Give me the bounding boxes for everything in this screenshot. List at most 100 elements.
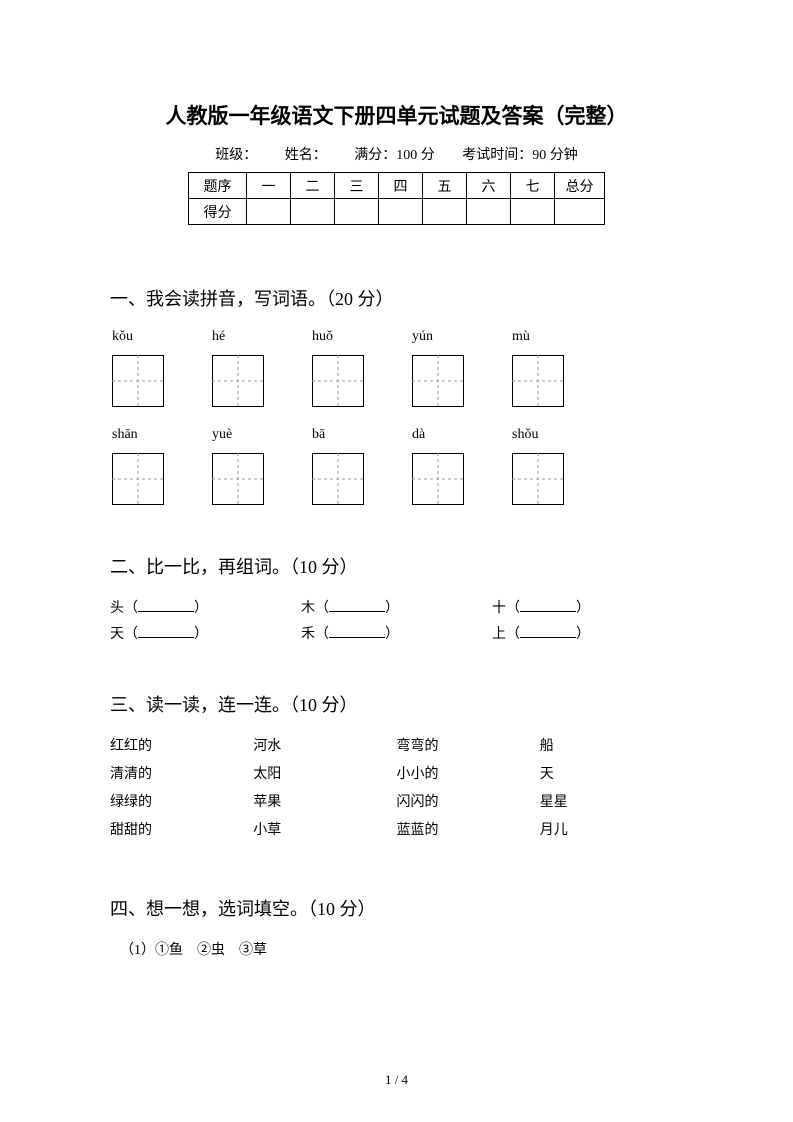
- blank: [329, 598, 385, 612]
- blank: [520, 598, 576, 612]
- score-table-header-row: 题序 一 二 三 四 五 六 七 总分: [189, 173, 605, 199]
- score-table: 题序 一 二 三 四 五 六 七 总分 得分: [188, 172, 605, 225]
- match-right: 弯弯的 小小的 闪闪的 蓝蓝的 船 天 星星 月儿: [397, 735, 684, 847]
- document-title: 人教版一年级语文下册四单元试题及答案（完整）: [110, 100, 683, 130]
- match-item: 小草: [253, 819, 396, 839]
- pinyin: bā: [312, 427, 364, 443]
- pair-line: 头（） 木（） 十（）: [110, 597, 683, 617]
- blank: [520, 624, 576, 638]
- section-3-heading: 三、读一读，连一连。（10 分）: [110, 691, 683, 717]
- match-item: 弯弯的: [397, 735, 540, 755]
- match-left: 红红的 清清的 绿绿的 甜甜的 河水 太阳 苹果 小草: [110, 735, 397, 847]
- tianzige-box: [312, 355, 364, 407]
- col-5: 五: [423, 173, 467, 199]
- pair-cell: 木（）: [301, 597, 492, 617]
- match-right-a: 弯弯的 小小的 闪闪的 蓝蓝的: [397, 735, 540, 847]
- pinyin: huǒ: [312, 329, 364, 345]
- match-item: 河水: [253, 735, 396, 755]
- section-2: 二、比一比，再组词。（10 分） 头（） 木（） 十（） 天（） 禾（） 上（）: [110, 553, 683, 643]
- pair-cell: 十（）: [492, 597, 683, 617]
- col-3: 三: [335, 173, 379, 199]
- full-score: 满分：100 分: [354, 148, 435, 163]
- row2-label: 得分: [189, 199, 247, 225]
- page-number: 1 / 4: [0, 1072, 793, 1088]
- match-item: 太阳: [253, 763, 396, 783]
- match-item: 红红的: [110, 735, 253, 755]
- score-cell: [335, 199, 379, 225]
- blank: [138, 624, 194, 638]
- section-4-heading: 四、想一想，选词填空。（10 分）: [110, 895, 683, 921]
- score-cell: [467, 199, 511, 225]
- pinyin: kǒu: [112, 329, 164, 345]
- pinyin: dà: [412, 427, 464, 443]
- total-label: 总分: [555, 173, 605, 199]
- char: 十: [492, 601, 506, 616]
- match-wrap: 红红的 清清的 绿绿的 甜甜的 河水 太阳 苹果 小草 弯弯的 小小的 闪闪的: [110, 735, 683, 847]
- score-cell: [247, 199, 291, 225]
- char: 木: [301, 601, 315, 616]
- char: 禾: [301, 627, 315, 642]
- col-6: 六: [467, 173, 511, 199]
- pair-cell: 禾（）: [301, 623, 492, 643]
- tianzige-box: [512, 453, 564, 505]
- match-item: 小小的: [397, 763, 540, 783]
- match-item: 闪闪的: [397, 791, 540, 811]
- tianzige-box: [112, 453, 164, 505]
- pair-cell: 头（）: [110, 597, 301, 617]
- match-item: 星星: [540, 791, 683, 811]
- col-4: 四: [379, 173, 423, 199]
- tianzige-box: [312, 453, 364, 505]
- class-label: 班级：: [215, 148, 257, 163]
- match-item: 清清的: [110, 763, 253, 783]
- section-4-line-1: （1）①鱼 ②虫 ③草: [120, 939, 683, 959]
- section-1: 一、我会读拼音，写词语。（20 分） kǒu hé huǒ yún mù shā…: [110, 285, 683, 505]
- col-2: 二: [291, 173, 335, 199]
- score-cell: [511, 199, 555, 225]
- char: 上: [492, 627, 506, 642]
- tianzige-box: [212, 453, 264, 505]
- meta-line: 班级： 姓名： 满分：100 分 考试时间：90 分钟: [110, 144, 683, 164]
- tianzige-box: [412, 453, 464, 505]
- score-cell: [379, 199, 423, 225]
- match-item: 苹果: [253, 791, 396, 811]
- pinyin: mù: [512, 329, 564, 345]
- pinyin-row-1: kǒu hé huǒ yún mù: [110, 329, 683, 345]
- box-row-1: [110, 355, 683, 407]
- blank: [329, 624, 385, 638]
- pinyin: yún: [412, 329, 464, 345]
- char: 天: [110, 627, 124, 642]
- exam-time: 考试时间：90 分钟: [462, 148, 578, 163]
- match-item: 甜甜的: [110, 819, 253, 839]
- score-cell: [423, 199, 467, 225]
- tianzige-box: [412, 355, 464, 407]
- pinyin: hé: [212, 329, 264, 345]
- char: 头: [110, 601, 124, 616]
- match-right-b: 船 天 星星 月儿: [540, 735, 683, 847]
- section-2-heading: 二、比一比，再组词。（10 分）: [110, 553, 683, 579]
- match-item: 船: [540, 735, 683, 755]
- score-cell: [555, 199, 605, 225]
- section-4: 四、想一想，选词填空。（10 分） （1）①鱼 ②虫 ③草: [110, 895, 683, 959]
- col-7: 七: [511, 173, 555, 199]
- pinyin: yuè: [212, 427, 264, 443]
- match-left-b: 河水 太阳 苹果 小草: [253, 735, 396, 847]
- match-item: 蓝蓝的: [397, 819, 540, 839]
- blank: [138, 598, 194, 612]
- row1-label: 题序: [189, 173, 247, 199]
- tianzige-box: [112, 355, 164, 407]
- page: 人教版一年级语文下册四单元试题及答案（完整） 班级： 姓名： 满分：100 分 …: [0, 0, 793, 1122]
- match-item: 天: [540, 763, 683, 783]
- tianzige-box: [212, 355, 264, 407]
- section-1-heading: 一、我会读拼音，写词语。（20 分）: [110, 285, 683, 311]
- score-cell: [291, 199, 335, 225]
- tianzige-box: [512, 355, 564, 407]
- pair-cell: 上（）: [492, 623, 683, 643]
- match-item: 月儿: [540, 819, 683, 839]
- box-row-2: [110, 453, 683, 505]
- score-table-score-row: 得分: [189, 199, 605, 225]
- name-label: 姓名：: [285, 148, 327, 163]
- match-left-a: 红红的 清清的 绿绿的 甜甜的: [110, 735, 253, 847]
- section-3: 三、读一读，连一连。（10 分） 红红的 清清的 绿绿的 甜甜的 河水 太阳 苹…: [110, 691, 683, 847]
- pinyin: shǒu: [512, 427, 564, 443]
- match-item: 绿绿的: [110, 791, 253, 811]
